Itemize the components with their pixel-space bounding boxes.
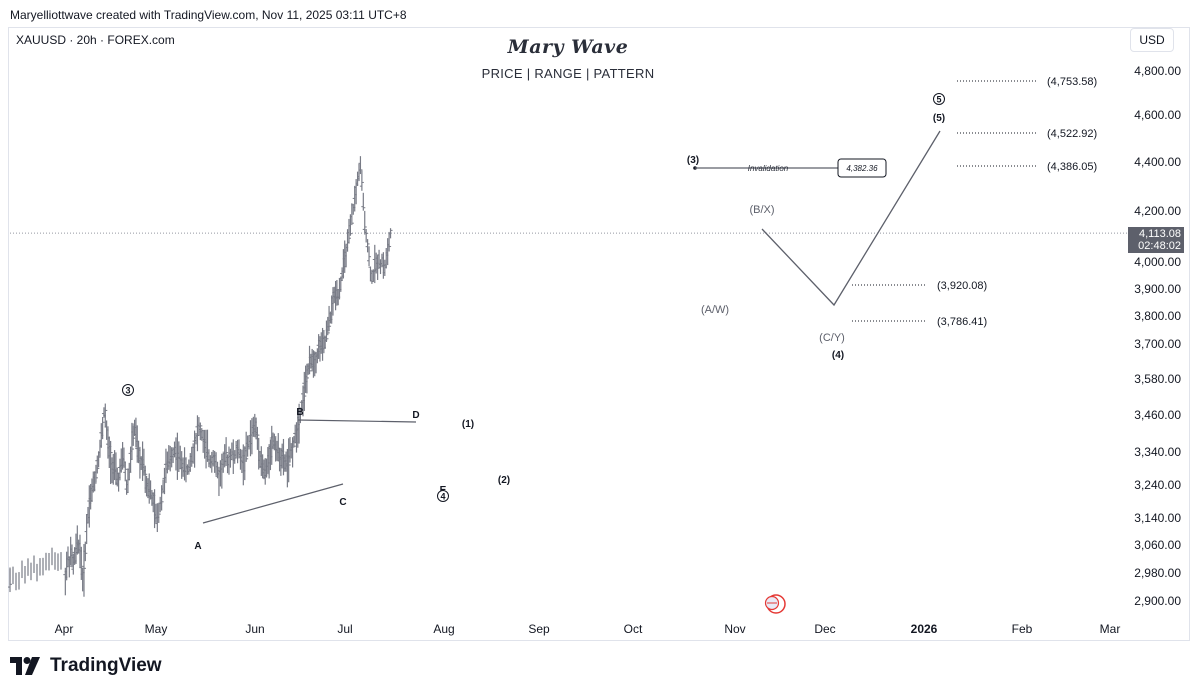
projection-path [761,130,941,307]
y-tick-label: 3,700.00 [1134,337,1181,351]
wave-label: (C/Y) [819,332,845,344]
target-level-label: (4,386.05) [1047,161,1097,173]
price-bars [8,156,393,597]
y-tick-label: 3,460.00 [1134,408,1181,422]
wave-circle [122,384,134,396]
y-tick-label: 3,240.00 [1134,478,1181,492]
wave-annotations: Invalidation 4,382.36 (4,753.58) (4,522.92)… [10,76,1128,614]
x-tick-label: Feb [1012,622,1033,636]
y-tick-label: 2,900.00 [1134,594,1181,608]
price-axis: 4,800.00 4,600.00 4,400.00 4,200.00 4,000.00… [1134,64,1181,608]
target-level-label: (4,522.92) [1047,128,1097,140]
y-tick-label: 4,800.00 [1134,64,1181,78]
economic-event-icon [764,594,786,614]
y-tick-label: 4,200.00 [1134,204,1181,218]
currency-button[interactable]: USD [1130,28,1174,52]
wave-label: (1) [462,419,474,430]
y-tick-label: 3,900.00 [1134,282,1181,296]
wave-label: 4 [440,492,445,502]
wave-label: 5 [936,95,941,105]
wave-label: (B/X) [749,204,774,216]
wave-label: C [339,497,346,508]
current-price-value: 4,113.08 [1138,228,1181,240]
time-axis: Apr May Jun Jul Aug Sep Oct Nov Dec 2026 Feb Mar [55,622,1121,636]
x-tick-label: Oct [624,622,643,636]
symbol-label[interactable]: XAUUSD · 20h · FOREX.com [16,33,175,47]
wave-label: (5) [933,113,945,124]
wave-label: (2) [498,475,510,486]
wave-label: 3 [125,386,130,396]
y-tick-label: 3,800.00 [1134,309,1181,323]
wave-label: (4) [832,350,844,361]
x-tick-label: Nov [724,622,745,636]
current-price-tag: 4,113.08 02:48:02 [1128,227,1184,253]
x-tick-label: Mar [1100,622,1121,636]
bar-countdown: 02:48:02 [1138,240,1181,252]
chart-frame [8,27,1190,641]
brand-title: Mary Wave [507,36,629,58]
y-tick-label: 4,400.00 [1134,155,1181,169]
invalidation-box [837,158,887,178]
tradingview-logo[interactable]: TradingView [10,655,162,677]
wave-label: D [412,410,419,421]
invalidation-value: 4,382.36 [846,164,878,173]
chart-attribution: Maryelliottwave created with TradingView… [10,8,407,22]
x-tick-label: Jul [337,622,352,636]
target-level-label: (4,753.58) [1047,76,1097,88]
wave-label: (A/W) [701,304,729,316]
tradingview-logo-icon [10,657,40,675]
target-level-label: (3,786.41) [937,316,987,328]
triangle-line-bd [297,419,417,423]
x-tick-label: 2026 [911,622,938,636]
x-tick-label: Sep [528,622,550,636]
wave-label: A [194,541,201,552]
y-tick-label: 3,060.00 [1134,538,1181,552]
y-tick-label: 3,140.00 [1134,511,1181,525]
y-tick-label: 4,000.00 [1134,255,1181,269]
y-tick-label: 3,340.00 [1134,445,1181,459]
x-tick-label: May [145,622,168,636]
wave-circle [437,490,449,502]
x-tick-label: Aug [433,622,454,636]
x-tick-label: Jun [245,622,264,636]
wave-label: (3) [687,155,699,166]
invalidation-label: Invalidation [748,164,789,173]
target-level-label: (3,920.08) [937,280,987,292]
triangle-line-ac [202,483,344,524]
x-tick-label: Apr [55,622,74,636]
wave-label: B [296,407,303,418]
y-tick-label: 2,980.00 [1134,566,1181,580]
x-tick-label: Dec [814,622,835,636]
y-tick-label: 4,600.00 [1134,108,1181,122]
tradingview-logo-text: TradingView [50,655,162,676]
brand-subtitle: PRICE | RANGE | PATTERN [481,66,655,81]
y-tick-label: 3,580.00 [1134,372,1181,386]
wave-circle [933,93,945,105]
